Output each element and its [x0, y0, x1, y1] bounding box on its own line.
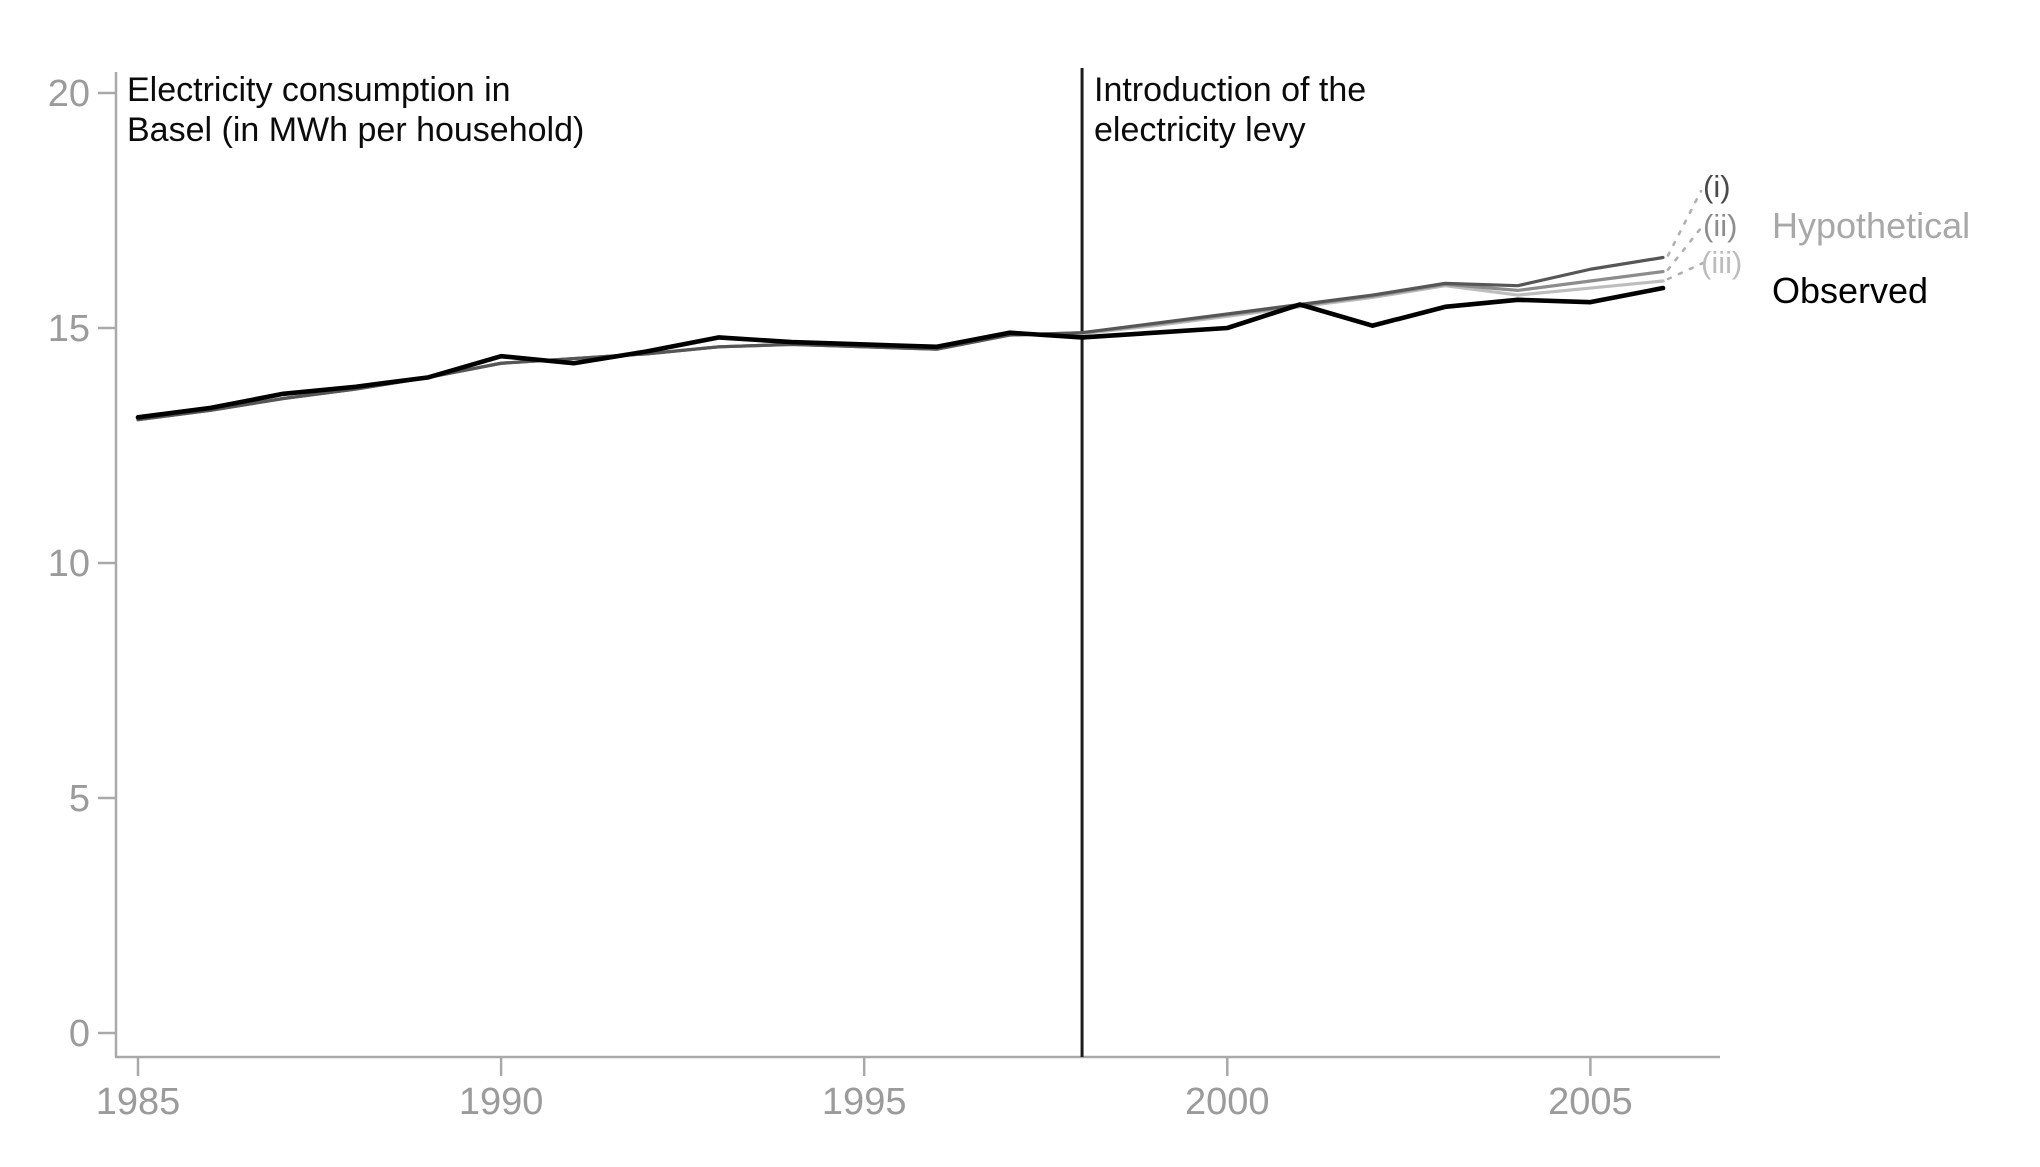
leader-dash-line: [1666, 189, 1703, 257]
chart-title-line-2: Basel (in MWh per household): [127, 111, 585, 149]
y-tick-label: 10: [48, 543, 90, 585]
y-tick-label: 15: [48, 308, 90, 350]
x-tick-label: 2000: [1185, 1081, 1270, 1123]
chart-title-line-1: Electricity consumption in: [127, 71, 511, 109]
vline-label: Introduction of the electricity levy: [1094, 70, 1366, 150]
series-tag-i: (i): [1703, 169, 1731, 204]
x-tick-label: 1985: [96, 1081, 181, 1123]
y-tick-label: 0: [69, 1013, 90, 1055]
leader-dash-line: [1666, 261, 1705, 281]
series-line-hypothetical-iii: [136, 279, 1665, 422]
vline-label-line-2: electricity levy: [1094, 111, 1306, 149]
legend-label-observed: Observed: [1772, 270, 1929, 311]
vline-label-line-1: Introduction of the: [1094, 71, 1367, 109]
x-tick-label: 2005: [1548, 1081, 1633, 1123]
series-line-observed: [135, 285, 1666, 420]
series-tag-ii: (ii): [1703, 208, 1738, 243]
x-tick-label: 1990: [459, 1081, 544, 1123]
chart-title: Electricity consumption in Basel (in MWh…: [127, 70, 584, 150]
leader-dash-line: [1666, 226, 1703, 271]
legend-label-hypothetical: Hypothetical: [1772, 205, 1971, 246]
series-tag-iii: (iii): [1701, 245, 1743, 280]
x-tick-label: 1995: [822, 1081, 907, 1123]
y-tick-label: 20: [48, 73, 90, 115]
series-line-hypothetical-i: [136, 255, 1665, 422]
y-tick-label: 5: [69, 778, 90, 820]
